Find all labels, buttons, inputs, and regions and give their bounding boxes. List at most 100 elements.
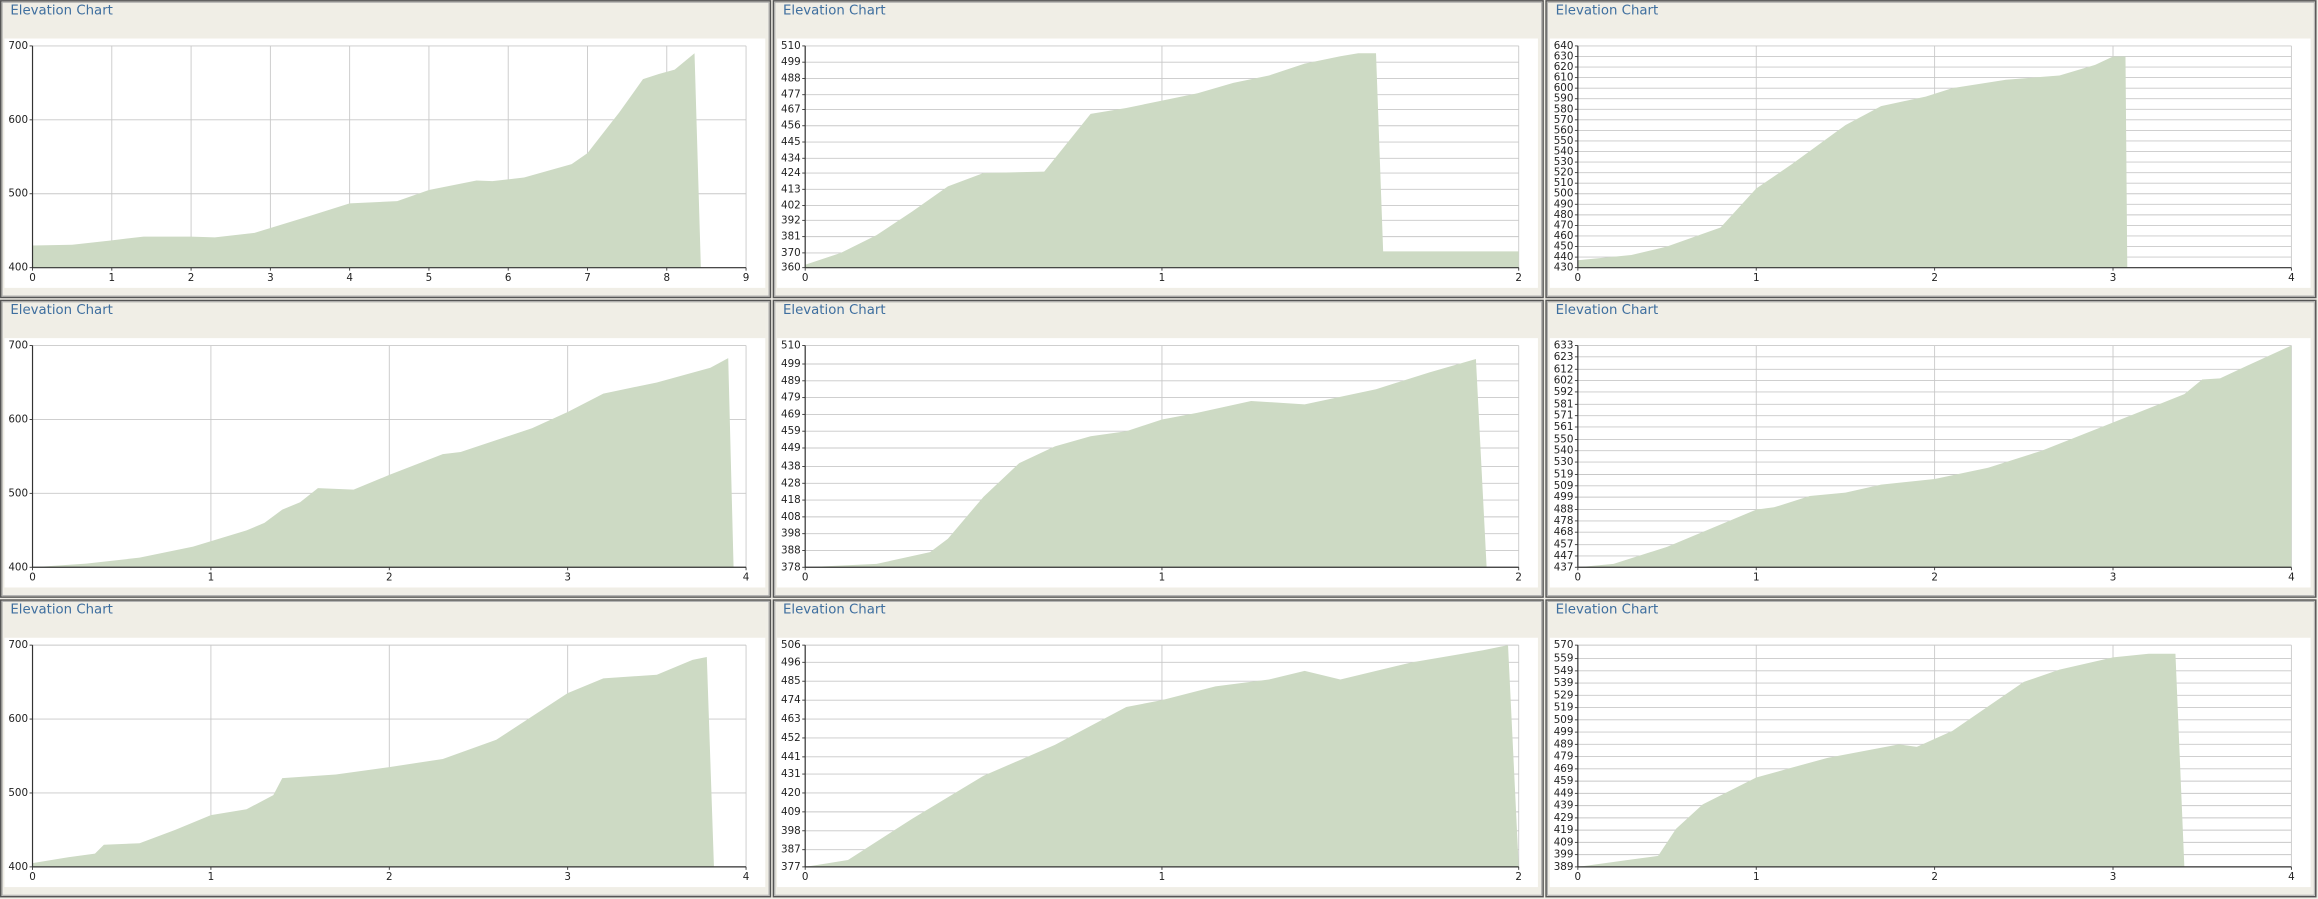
y-tick-label: 463 bbox=[781, 713, 801, 725]
x-tick-label: 9 bbox=[743, 272, 750, 284]
x-tick-label: 0 bbox=[1575, 871, 1582, 883]
y-tick-label: 452 bbox=[781, 732, 801, 744]
x-tick-label: 1 bbox=[1753, 572, 1760, 584]
y-tick-label: 590 bbox=[1554, 93, 1574, 105]
y-tick-label: 600 bbox=[8, 114, 28, 126]
x-tick-label: 1 bbox=[1753, 871, 1760, 883]
y-tick-label: 456 bbox=[781, 120, 801, 132]
y-tick-label: 600 bbox=[8, 713, 28, 725]
x-tick-label: 3 bbox=[2110, 572, 2117, 584]
x-tick-label: 3 bbox=[2110, 871, 2117, 883]
elevation-area bbox=[805, 645, 1519, 867]
y-tick-label: 387 bbox=[781, 844, 801, 856]
y-tick-label: 600 bbox=[1554, 82, 1574, 94]
y-tick-label: 530 bbox=[1554, 456, 1574, 468]
x-tick-label: 7 bbox=[584, 272, 591, 284]
chart-panel: Elevation Chart 400 500 600 700 0 1 2 3 4 5 6 7 8 9 bbox=[0, 0, 772, 299]
y-tick-label: 470 bbox=[1554, 219, 1574, 231]
x-tick-label: 0 bbox=[1575, 272, 1582, 284]
y-tick-label: 392 bbox=[781, 214, 801, 226]
x-tick-label: 2 bbox=[386, 871, 393, 883]
x-tick-label: 0 bbox=[1575, 572, 1582, 584]
x-tick-label: 4 bbox=[743, 871, 750, 883]
y-tick-label: 479 bbox=[781, 392, 801, 404]
panel-inner-frame bbox=[1, 301, 770, 597]
elevation-area bbox=[32, 53, 701, 268]
y-tick-label: 409 bbox=[781, 806, 801, 818]
x-tick-label: 4 bbox=[2288, 272, 2295, 284]
y-tick-label: 592 bbox=[1554, 386, 1574, 398]
y-tick-label: 489 bbox=[1554, 738, 1574, 750]
y-tick-label: 408 bbox=[781, 511, 801, 523]
y-tick-label: 700 bbox=[8, 40, 28, 52]
panel-inner-frame bbox=[774, 1, 1543, 297]
y-tick-label: 441 bbox=[781, 751, 801, 763]
y-tick-label: 600 bbox=[8, 413, 28, 425]
chart-panel: Elevation Chart 360 370 381 392 402 413 424 434 4… bbox=[772, 0, 1544, 299]
y-tick-label: 549 bbox=[1554, 665, 1574, 677]
y-tick-label: 360 bbox=[781, 262, 801, 274]
x-tick-label: 0 bbox=[802, 572, 809, 584]
chart-title: Elevation Chart bbox=[10, 603, 113, 618]
y-tick-label: 620 bbox=[1554, 61, 1574, 73]
elevation-area bbox=[1577, 653, 2185, 867]
y-tick-label: 499 bbox=[781, 358, 801, 370]
y-tick-label: 529 bbox=[1554, 689, 1574, 701]
x-tick-label: 2 bbox=[188, 272, 195, 284]
y-tick-label: 434 bbox=[781, 152, 801, 164]
y-tick-label: 429 bbox=[1554, 812, 1574, 824]
elevation-area bbox=[805, 358, 1487, 568]
x-tick-label: 1 bbox=[1159, 272, 1166, 284]
y-tick-label: 550 bbox=[1554, 433, 1574, 445]
y-tick-label: 468 bbox=[1554, 526, 1574, 538]
x-tick-label: 4 bbox=[743, 572, 750, 584]
y-tick-label: 519 bbox=[1554, 469, 1574, 481]
y-tick-label: 419 bbox=[1554, 824, 1574, 836]
y-tick-label: 510 bbox=[1554, 177, 1574, 189]
y-tick-label: 571 bbox=[1554, 410, 1574, 422]
y-tick-label: 602 bbox=[1554, 375, 1574, 387]
x-tick-label: 4 bbox=[2288, 871, 2295, 883]
chart-title: Elevation Chart bbox=[1556, 303, 1659, 318]
y-tick-label: 400 bbox=[8, 262, 28, 274]
y-tick-label: 500 bbox=[8, 787, 28, 799]
y-tick-label: 400 bbox=[8, 561, 28, 573]
y-tick-label: 378 bbox=[781, 561, 801, 573]
chart-title: Elevation Chart bbox=[783, 3, 886, 18]
x-tick-label: 8 bbox=[663, 272, 670, 284]
x-tick-label: 0 bbox=[802, 272, 809, 284]
x-tick-label: 2 bbox=[386, 572, 393, 584]
elevation-area bbox=[1577, 56, 2128, 268]
chart-title: Elevation Chart bbox=[783, 303, 886, 318]
y-tick-label: 447 bbox=[1554, 550, 1574, 562]
y-tick-label: 559 bbox=[1554, 653, 1574, 665]
x-tick-label: 1 bbox=[208, 871, 215, 883]
y-tick-label: 560 bbox=[1554, 124, 1574, 136]
y-tick-label: 420 bbox=[781, 787, 801, 799]
elevation-area bbox=[32, 656, 714, 867]
x-tick-label: 1 bbox=[1159, 871, 1166, 883]
panel-inner-frame bbox=[1547, 601, 2315, 896]
y-tick-label: 413 bbox=[781, 183, 801, 195]
y-tick-label: 467 bbox=[781, 103, 801, 115]
y-tick-label: 459 bbox=[1554, 775, 1574, 787]
x-tick-label: 0 bbox=[29, 871, 36, 883]
elevation-area bbox=[1577, 345, 2292, 568]
y-tick-label: 469 bbox=[1554, 763, 1574, 775]
y-tick-label: 370 bbox=[781, 247, 801, 259]
x-tick-label: 0 bbox=[29, 572, 36, 584]
x-tick-label: 5 bbox=[426, 272, 433, 284]
x-tick-label: 4 bbox=[346, 272, 353, 284]
y-tick-label: 428 bbox=[781, 477, 801, 489]
y-tick-label: 449 bbox=[781, 442, 801, 454]
elevation-area bbox=[805, 53, 1519, 268]
y-tick-label: 630 bbox=[1554, 50, 1574, 62]
y-tick-label: 389 bbox=[1554, 861, 1574, 873]
y-tick-label: 519 bbox=[1554, 702, 1574, 714]
y-tick-label: 500 bbox=[8, 188, 28, 200]
x-tick-label: 4 bbox=[2288, 572, 2295, 584]
chart-panel: Elevation Chart 400 500 600 700 0 1 2 3 4 bbox=[0, 299, 772, 598]
chart-panel: Elevation Chart4374474574684784884995095… bbox=[1545, 299, 2317, 598]
y-tick-label: 550 bbox=[1554, 135, 1574, 147]
